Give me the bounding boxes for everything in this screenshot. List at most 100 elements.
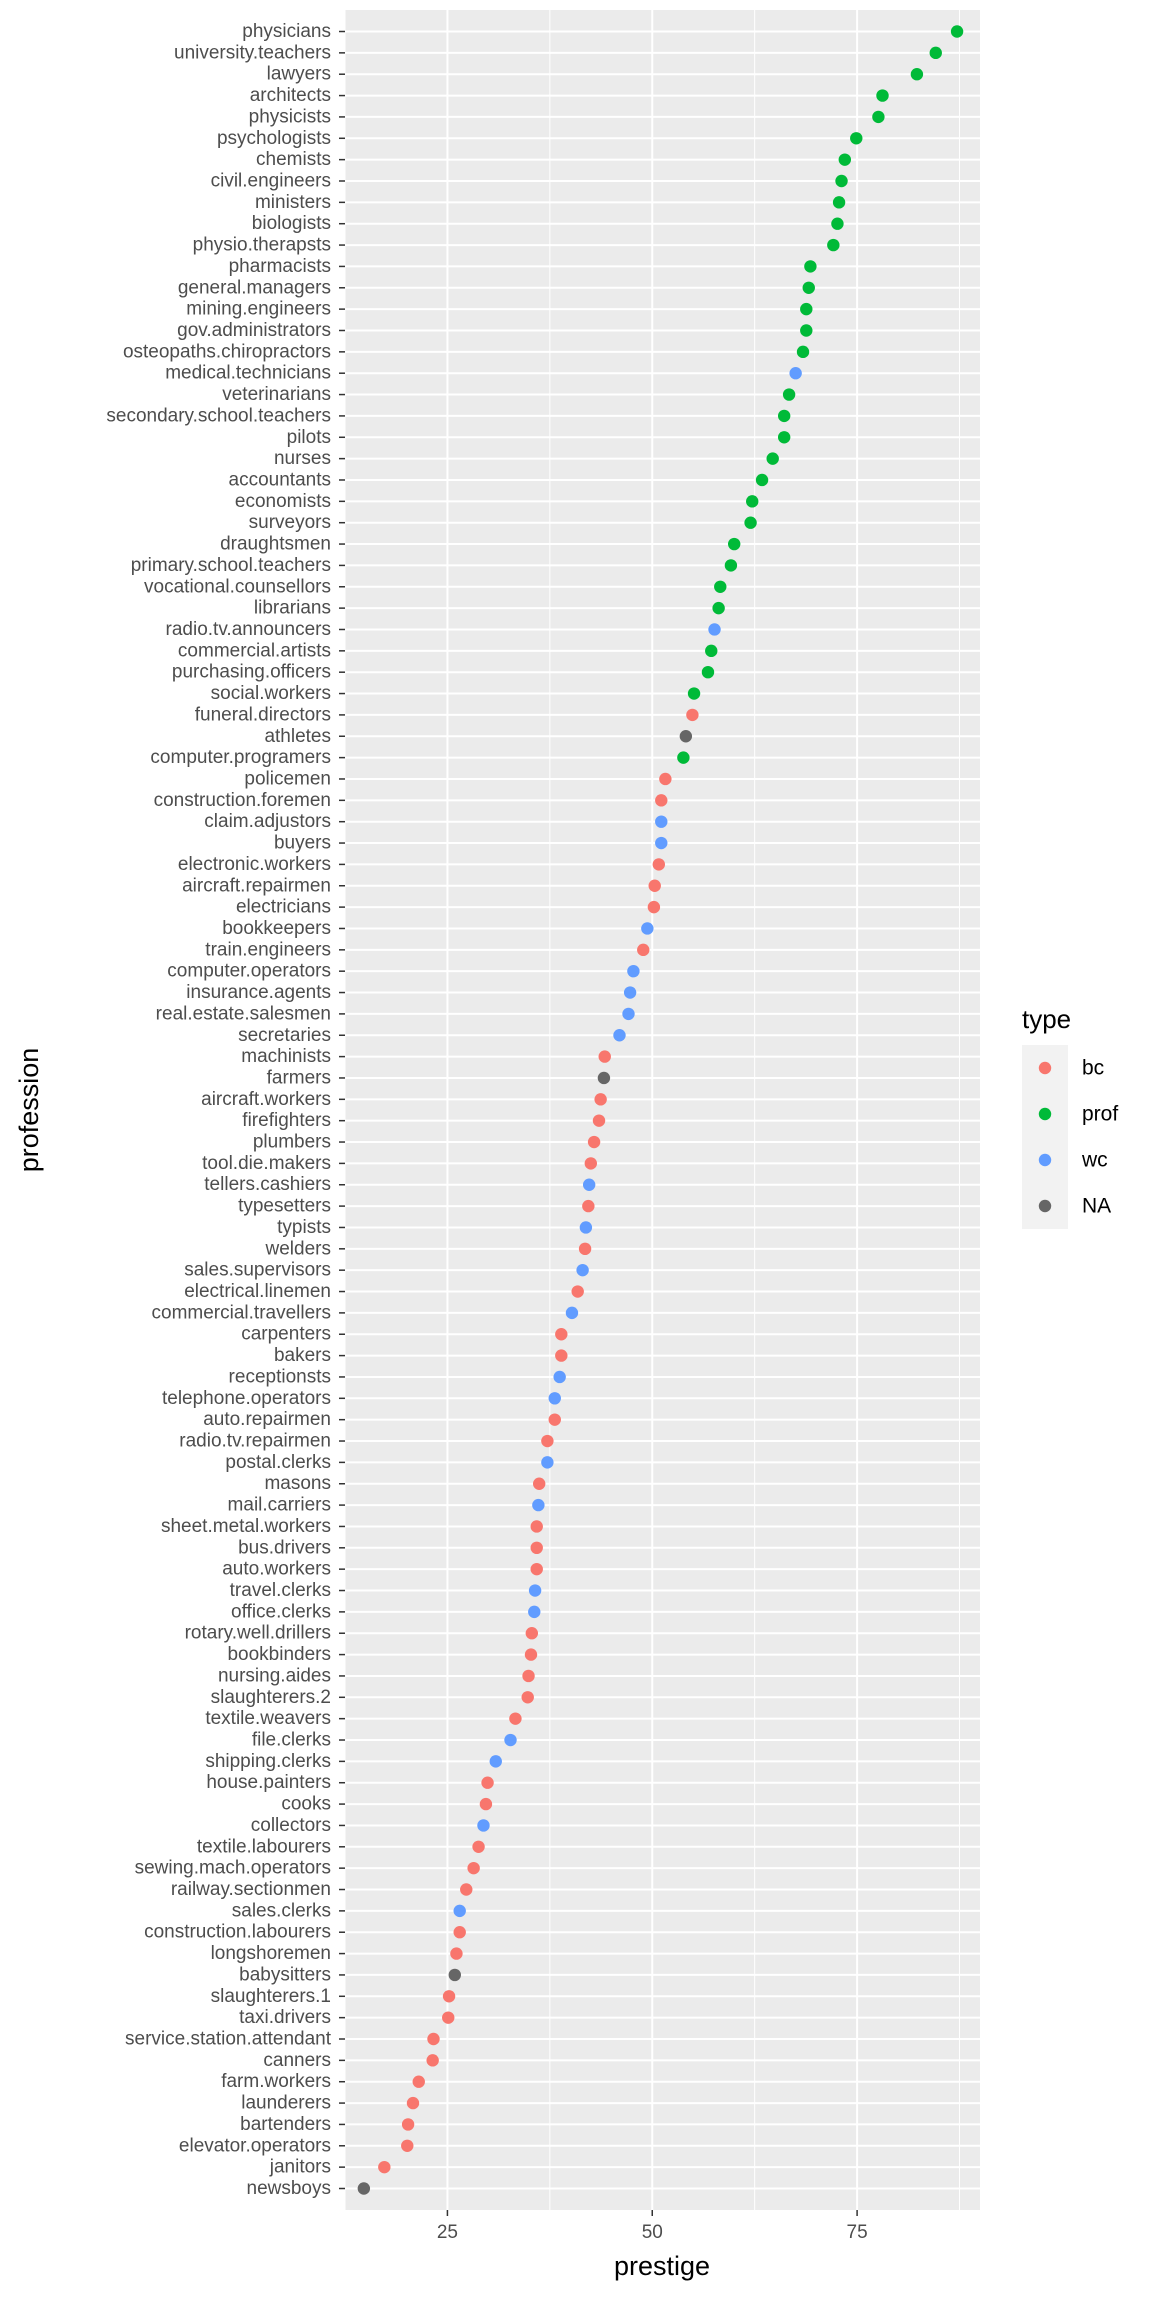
data-point: [406, 2096, 420, 2110]
y-tick-label: office.clerks: [231, 1601, 331, 1622]
data-point: [796, 345, 810, 359]
data-point: [450, 1947, 463, 1960]
x-tick-label: 75: [847, 2222, 868, 2243]
data-point: [472, 1840, 485, 1853]
data-point: [571, 1285, 584, 1298]
y-tick-label: veterinarians: [222, 384, 331, 405]
data-point: [412, 2075, 425, 2088]
y-tick-label: sales.clerks: [232, 1900, 331, 1921]
y-tick-label: farmers: [267, 1067, 331, 1088]
data-point: [613, 1029, 626, 1042]
data-point: [655, 815, 668, 828]
y-tick-labels: physiciansuniversity.teacherslawyersarch…: [106, 21, 345, 2199]
y-tick-label: postal.clerks: [225, 1452, 331, 1473]
y-tick-label: aircraft.repairmen: [182, 875, 331, 896]
data-point: [553, 1370, 566, 1384]
data-point: [835, 174, 848, 188]
y-tick-label: psychologists: [217, 128, 331, 149]
y-tick-label: electrical.linemen: [184, 1281, 331, 1302]
data-point: [850, 132, 863, 145]
plot-panel: [345, 10, 980, 2210]
data-point: [467, 1861, 480, 1875]
data-point: [800, 302, 813, 316]
legend-items: bc prof wc NA: [1038, 1057, 1118, 1218]
y-tick-label: nurses: [274, 448, 331, 469]
data-point: [528, 1605, 541, 1619]
y-tick-label: insurance.agents: [186, 982, 331, 1003]
x-tick-label: 50: [642, 2222, 663, 2243]
data-point: [592, 1114, 606, 1127]
data-point: [598, 1050, 611, 1063]
y-tick-label: newsboys: [247, 2178, 332, 2199]
y-tick-label: auto.workers: [222, 1559, 331, 1580]
data-point: [622, 1007, 635, 1021]
data-point: [481, 1776, 494, 1789]
y-tick-label: bookbinders: [227, 1644, 331, 1665]
data-point: [582, 1178, 596, 1191]
data-point: [532, 1477, 546, 1490]
y-tick-label: funeral.directors: [195, 704, 331, 725]
data-point: [777, 409, 791, 423]
y-tick-label: commercial.artists: [178, 640, 331, 661]
data-point: [637, 943, 650, 957]
y-tick-label: bartenders: [240, 2114, 331, 2135]
y-tick-label: social.workers: [211, 683, 331, 704]
data-point: [594, 1093, 607, 1106]
data-point: [541, 1434, 554, 1448]
y-tick-label: bus.drivers: [238, 1537, 331, 1558]
y-tick-label: osteopaths.chiropractors: [123, 341, 331, 362]
x-ticks: 25 50 75: [437, 2210, 868, 2243]
y-tick-label: pharmacists: [229, 256, 331, 277]
data-point: [584, 1157, 598, 1170]
y-tick-label: purchasing.officers: [172, 662, 331, 683]
y-tick-label: accountants: [229, 469, 331, 490]
data-point: [802, 281, 815, 294]
legend-key-NA: [1038, 1199, 1052, 1213]
legend: type bc prof wc NA: [1022, 1004, 1118, 1229]
y-tick-label: rotary.well.drillers: [185, 1623, 331, 1644]
data-point: [528, 1584, 542, 1597]
y-tick-label: welders: [265, 1238, 331, 1259]
y-tick-label: travel.clerks: [230, 1580, 331, 1601]
data-point: [427, 2032, 440, 2046]
y-tick-label: ministers: [255, 192, 331, 213]
data-point: [800, 324, 813, 337]
y-tick-label: vocational.counsellors: [144, 576, 331, 597]
y-tick-label: slaughterers.2: [211, 1687, 331, 1708]
y-tick-label: bakers: [274, 1345, 331, 1366]
y-tick-label: architects: [250, 85, 331, 106]
legend-label-bc: bc: [1082, 1057, 1104, 1080]
data-point: [448, 1968, 461, 1982]
y-tick-label: firefighters: [242, 1110, 331, 1131]
y-tick-label: primary.school.teachers: [131, 555, 331, 576]
y-tick-label: tool.die.makers: [202, 1153, 331, 1174]
y-tick-label: babysitters: [239, 1964, 331, 1985]
y-tick-label: sheet.metal.workers: [161, 1516, 331, 1537]
y-tick-label: taxi.drivers: [239, 2007, 331, 2028]
data-point: [576, 1263, 589, 1277]
data-point: [627, 964, 640, 978]
legend-key-wc: [1038, 1153, 1052, 1167]
data-point: [555, 1349, 568, 1362]
y-tick-label: computer.programers: [150, 747, 331, 768]
data-point: [555, 1328, 568, 1341]
data-point: [679, 730, 693, 743]
data-point: [453, 1904, 466, 1918]
y-tick-label: service.station.attendant: [125, 2029, 332, 2050]
y-tick-label: secondary.school.teachers: [106, 405, 331, 426]
y-tick-label: electronic.workers: [178, 854, 331, 875]
legend-title: type: [1022, 1004, 1071, 1034]
data-point: [687, 687, 701, 700]
data-point: [541, 1456, 554, 1469]
y-tick-label: bookkeepers: [222, 918, 331, 939]
y-tick-label: collectors: [251, 1815, 331, 1836]
legend-key-background: [1022, 1045, 1068, 1229]
data-point: [827, 238, 840, 252]
y-tick-label: aircraft.workers: [201, 1089, 331, 1110]
y-tick-label: farm.workers: [221, 2071, 331, 2092]
y-tick-label: radio.tv.announcers: [166, 619, 331, 640]
data-point: [597, 1071, 611, 1085]
data-point: [929, 46, 942, 60]
y-tick-label: medical.technicians: [165, 363, 331, 384]
y-tick-label: typists: [277, 1217, 331, 1238]
